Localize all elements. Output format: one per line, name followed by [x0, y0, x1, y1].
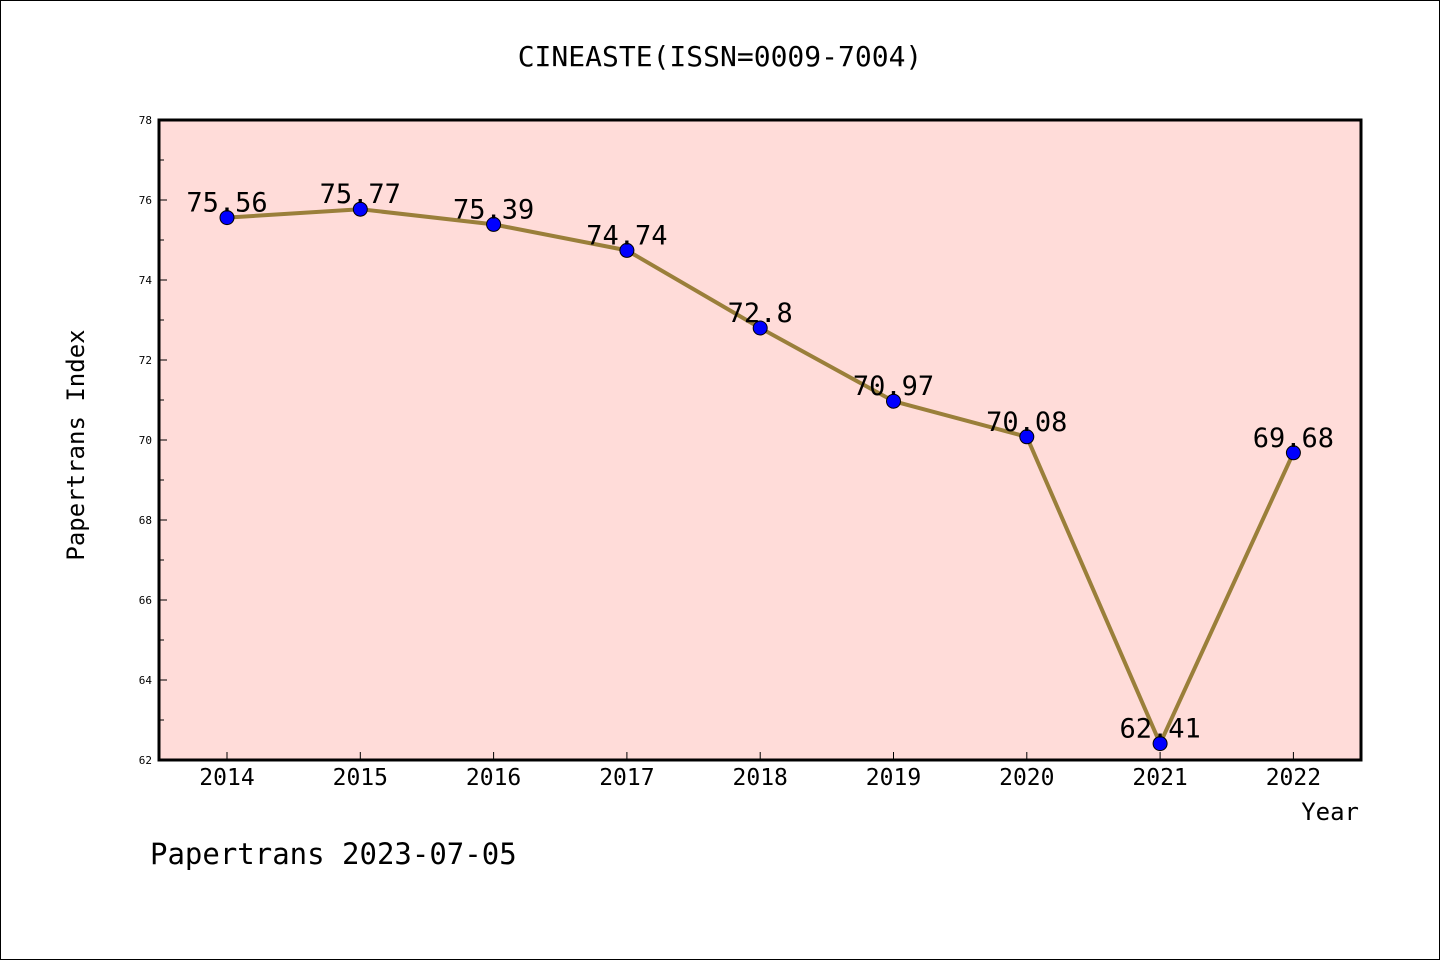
chart-title: CINEASTE(ISSN=0009-7004)	[518, 40, 923, 73]
y-tick-label: 70	[139, 434, 152, 447]
data-point	[352, 201, 368, 217]
data-label: 72.8	[728, 298, 793, 329]
x-tick-label: 2017	[599, 765, 654, 791]
plot-border	[157, 118, 1363, 762]
y-tick-label: 68	[139, 514, 152, 527]
y-tick-label: 72	[139, 354, 152, 367]
data-point	[619, 242, 635, 258]
data-point	[219, 210, 235, 226]
data-label: 74.74	[586, 220, 667, 251]
y-tick-label: 78	[139, 114, 152, 127]
footer-text: Papertrans 2023-07-05	[150, 837, 517, 871]
x-tick-label: 2018	[733, 765, 788, 791]
data-point	[1152, 736, 1168, 752]
data-point	[752, 320, 768, 336]
y-tick-label: 62	[139, 754, 152, 767]
y-tick-label: 64	[139, 674, 153, 687]
data-label: 70.97	[853, 371, 934, 402]
data-point	[886, 393, 901, 409]
data-point	[1285, 445, 1301, 461]
series-markers	[219, 201, 1301, 752]
y-tick-label: 66	[139, 594, 152, 607]
y-tick-label: 74	[139, 274, 153, 287]
data-label: 75.39	[453, 194, 534, 225]
data-label: 70.08	[986, 407, 1067, 438]
x-tick-label: 2014	[199, 765, 254, 791]
data-point	[486, 216, 502, 232]
x-tick-label: 2019	[866, 765, 921, 791]
x-axis: 2014 2015 2016 2017 2018 2019 2020 2021 2022	[199, 752, 1321, 791]
data-point	[1019, 429, 1035, 445]
x-axis-label: Year	[1301, 798, 1359, 826]
data-label: 75.56	[186, 188, 267, 219]
x-tick-label: 2016	[466, 765, 521, 791]
x-tick-label: 2020	[999, 765, 1054, 791]
plot-area	[159, 120, 1361, 760]
x-tick-label: 2022	[1266, 765, 1321, 791]
y-axis-label: Papertrans Index	[62, 329, 90, 560]
y-tick-label: 76	[139, 194, 152, 207]
data-label: 62.41	[1119, 714, 1200, 745]
x-tick-label: 2015	[333, 765, 388, 791]
data-label: 75.77	[320, 179, 401, 210]
data-labels: 75.56 75.77 75.39 74.74 72.8 70.97 70.08 62.41 6…	[186, 179, 1334, 744]
data-label: 69.68	[1253, 423, 1334, 454]
x-tick-label: 2021	[1132, 765, 1187, 791]
